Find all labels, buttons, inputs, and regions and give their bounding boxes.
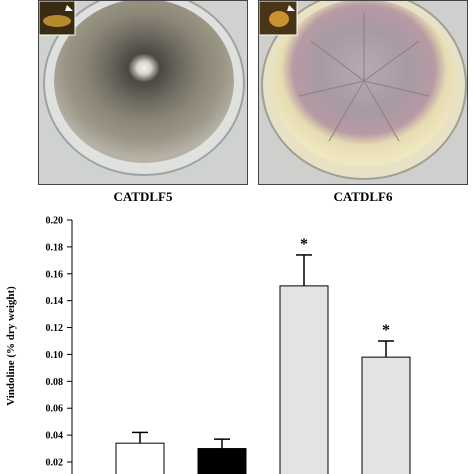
- culture-plate-photo-catdlf5: [38, 0, 248, 185]
- y-tick-label: 0.06: [46, 404, 64, 415]
- panel-label-catdlf5: CATDLF5: [113, 189, 173, 204]
- significance-marker: *: [300, 236, 308, 253]
- vindoline-bar-chart: 0.02 0.04 0.06 0.08 0.10 0.12 0.14 0.16 0.18 0.20…: [5, 216, 411, 474]
- y-tick-label: 0.08: [46, 377, 64, 388]
- y-tick-label: 0.02: [46, 458, 64, 469]
- bar-treatment-gray-2: [361, 356, 411, 474]
- culture-plate-image: [259, 1, 467, 184]
- bar-control-black: [197, 448, 247, 474]
- y-tick-label: 0.12: [46, 323, 64, 334]
- significance-marker: *: [382, 322, 390, 339]
- y-tick-label: 0.04: [46, 431, 64, 442]
- panel-label-catdlf6: CATDLF6: [333, 189, 393, 204]
- bar-treatment-gray-1: [279, 285, 329, 474]
- culture-plate-image: [39, 1, 247, 184]
- y-axis-label: Vindoline (% dry weight): [5, 286, 17, 406]
- y-tick-label: 0.16: [46, 269, 64, 280]
- y-tick-label: 0.20: [46, 216, 64, 227]
- culture-plate-photo-catdlf6: [258, 0, 468, 185]
- y-tick-label: 0.14: [46, 296, 64, 307]
- y-tick-label: 0.10: [46, 350, 64, 361]
- y-tick-label: 0.18: [46, 242, 64, 253]
- bar-control-white: [115, 442, 165, 474]
